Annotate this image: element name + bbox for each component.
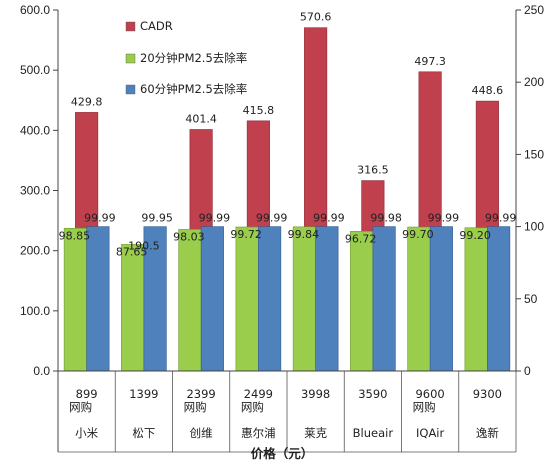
bar-20min [292,226,316,372]
bar-60min [372,226,396,372]
y-tick-label-left: 600.0 [20,3,50,17]
data-label-cadr: 316.5 [357,164,389,177]
y-tick-label-right: 50 [524,292,538,306]
y-tick-label-left: 500.0 [20,63,50,77]
bar-60min [200,226,224,372]
bar-60min [429,226,453,372]
legend-swatch [125,53,136,64]
data-label-cadr: 429.8 [71,95,103,108]
data-label-cadr: 401.4 [185,112,217,125]
legend-swatch [125,21,136,32]
x-label-brand: IQAir [416,426,445,440]
x-label-price: 9300 [473,387,502,401]
bar-20min [235,226,259,372]
data-label-cadr: 497.3 [414,55,446,68]
data-label-20min: 98.85 [59,229,91,242]
data-label-20min: 99.20 [459,229,491,242]
y-tick-label-left: 0.0 [33,364,50,378]
bar-20min [407,226,431,372]
x-label-brand: 逸新 [476,426,499,440]
data-label-20min: 99.70 [402,228,434,241]
x-label-price: 9600 [415,387,444,401]
x-label-channel: 网购 [241,400,264,414]
x-label-channel: 网购 [69,400,92,414]
bar-20min [63,227,87,372]
bar-20min [178,229,202,372]
data-label-60min: 99.99 [256,212,288,225]
y-tick-label-right: 200 [524,75,544,89]
data-label-20min: 96.72 [345,232,377,245]
data-label-cadr: 415.8 [243,104,275,117]
bar-60min [487,226,511,372]
y-tick-label-right: 250 [524,3,544,17]
data-label-20min: 98.03 [173,230,205,243]
x-label-price: 3998 [301,387,330,401]
data-label-20min: 87.65 [116,245,148,258]
x-label-channel: 网购 [413,400,436,414]
x-label-brand: 创维 [190,426,213,440]
x-label-channel: 网购 [184,400,207,414]
axes-layer: 0.0 100.0 200.0 300.0 400.0 500.0 600.0 0 50 100 1… [20,3,544,453]
data-label-60min: 99.99 [84,212,116,225]
x-label-price: 3590 [358,387,387,401]
data-label-cadr: 190.5 [128,239,160,252]
x-label-brand: 惠尔浦 [241,426,276,440]
legend-label: 60分钟PM2.5去除率 [140,82,247,96]
data-label-cadr: 570.6 [300,11,332,24]
x-label-brand: 莱克 [304,426,327,440]
legend: CADR 20分钟PM2.5去除率 60分钟PM2.5去除率 [125,19,247,96]
bar-20min [464,227,488,372]
bar-60min [315,226,339,372]
x-axis-title: 价格（元） [251,446,314,461]
data-label-20min: 99.72 [230,228,262,241]
data-label-60min: 99.98 [370,212,402,225]
legend-label: CADR [140,19,173,33]
y-tick-label-right: 0 [524,364,531,378]
data-label-60min: 99.99 [485,212,517,225]
y-tick-label-left: 400.0 [20,123,50,137]
legend-swatch [125,84,136,95]
bar-20min [350,231,374,372]
data-label-20min: 99.84 [288,228,320,241]
y-tick-label-right: 150 [524,147,544,161]
bars-layer [63,27,511,372]
x-label-brand: 小米 [75,426,98,440]
y-tick-label-right: 100 [524,220,544,234]
bar-20min [121,244,145,372]
x-label-brand: Blueair [353,426,394,440]
x-label-brand: 松下 [132,426,155,440]
y-tick-label-left: 100.0 [20,304,50,318]
y-tick-label-left: 200.0 [20,244,50,258]
data-label-60min: 99.95 [141,212,173,225]
x-label-price: 2399 [186,387,215,401]
data-label-60min: 99.99 [313,212,345,225]
bar-60min [86,226,110,372]
data-labels-layer: 429.8 98.85 99.99 190.587.65 99.95 401.4 98.03… [59,11,517,259]
y-tick-label-left: 300.0 [20,184,50,198]
x-category-labels: 899网购小米1399松下2399网购创维2499网购惠尔浦3998莱克3590… [69,387,502,440]
data-label-cadr: 448.6 [472,84,504,97]
x-label-price: 899 [76,387,98,401]
x-label-price: 2499 [244,387,273,401]
data-label-60min: 99.99 [428,212,460,225]
x-label-price: 1399 [129,387,158,401]
bar-60min [258,226,282,372]
data-label-60min: 99.99 [199,212,231,225]
legend-label: 20分钟PM2.5去除率 [140,51,247,65]
